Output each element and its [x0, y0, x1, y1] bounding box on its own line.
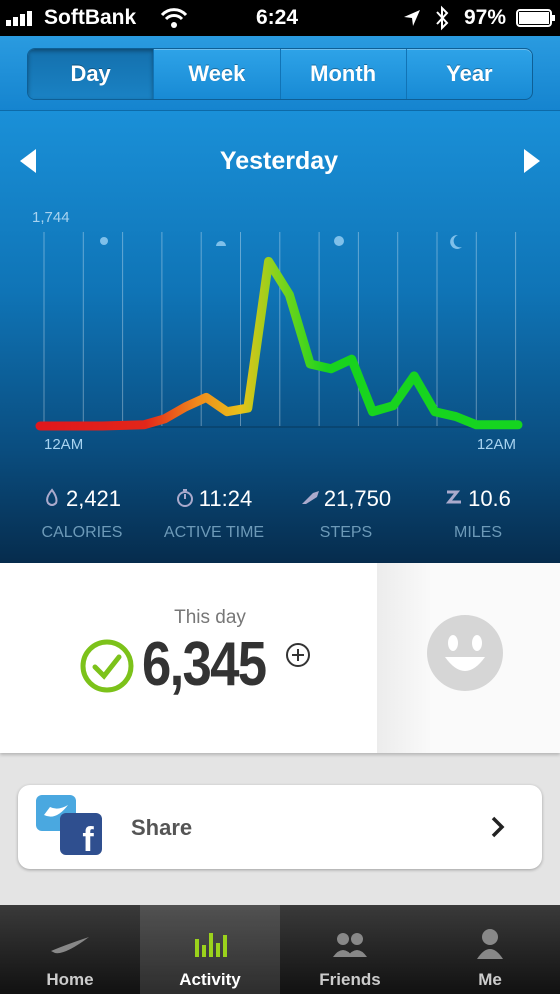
- grid: [40, 232, 518, 428]
- stat-value-text: 11:24: [198, 486, 253, 511]
- stat-label: CALORIES: [41, 524, 123, 541]
- period-tab[interactable]: Year: [405, 49, 532, 99]
- bluetooth-icon: [436, 5, 449, 31]
- period-tab[interactable]: Month: [279, 49, 406, 99]
- stat-value-text: 10.6: [468, 486, 511, 511]
- tab[interactable]: Friends: [280, 905, 420, 994]
- stat-value: 11:24: [144, 486, 284, 512]
- tab-label: Home: [46, 970, 94, 989]
- location-icon: [404, 10, 420, 26]
- activity-panel: Yesterday 1,744 12AM 12AM 2,421 CALORIES 11:…: [0, 111, 560, 563]
- stat: 21,750 STEPS: [276, 486, 416, 542]
- stat-value-text: 2,421: [65, 486, 122, 511]
- y-tick-label: 1,744: [32, 209, 70, 226]
- summary-caption: This day: [174, 607, 246, 628]
- battery-icon: [516, 9, 555, 27]
- wifi-icon: [160, 8, 188, 28]
- stat-icon: [176, 489, 193, 507]
- share-label: Share: [131, 815, 193, 840]
- carrier: SoftBank: [44, 6, 137, 29]
- x-label: 12AM: [477, 436, 516, 453]
- tab[interactable]: Home: [0, 905, 140, 994]
- battery-text: 97%: [464, 6, 507, 29]
- period-selector: Day Week Month Year: [27, 48, 533, 100]
- stat-value: 10.6: [408, 486, 548, 512]
- share-button[interactable]: f Share: [18, 785, 542, 869]
- tab-icon: [195, 933, 227, 957]
- x-label: 12AM: [44, 436, 83, 453]
- stat-icon: [46, 488, 58, 506]
- stat: 11:24 ACTIVE TIME: [144, 486, 284, 542]
- tab[interactable]: Me: [420, 905, 560, 994]
- stat-value: 2,421: [12, 486, 152, 512]
- summary-value: 6,345: [142, 630, 267, 699]
- tab-label: Me: [478, 970, 502, 989]
- tab-icon: [333, 933, 367, 957]
- summary-card: This day 6,345: [0, 563, 560, 753]
- chevron: [491, 816, 505, 838]
- stat-icon: [445, 490, 462, 504]
- smiley-icon[interactable]: [425, 613, 505, 693]
- tab-icon: [477, 929, 503, 959]
- day-title: Yesterday: [220, 147, 338, 175]
- stat-value-text: 21,750: [323, 486, 392, 511]
- tab[interactable]: Activity: [140, 905, 280, 994]
- stat-label: MILES: [453, 524, 502, 541]
- stat: 10.6 MILES: [408, 486, 548, 542]
- period-tab[interactable]: Day: [28, 49, 154, 99]
- signal-icon: [6, 11, 32, 26]
- prev-day-arrow[interactable]: [20, 149, 36, 173]
- plus-icon[interactable]: [284, 641, 312, 669]
- stat-icon: [301, 491, 319, 504]
- clock: 6:24: [256, 6, 299, 29]
- stat-label: ACTIVE TIME: [163, 524, 265, 541]
- activity-line: [35, 256, 523, 431]
- tab-label: Friends: [319, 970, 381, 989]
- header: Day Week Month Year: [0, 36, 560, 111]
- check-icon: [80, 639, 134, 693]
- social-icon: f: [36, 795, 102, 857]
- tab-label: Activity: [179, 970, 241, 989]
- period-tab[interactable]: Week: [153, 49, 279, 99]
- tab-icon: [51, 937, 89, 954]
- chart-floor: [40, 426, 518, 428]
- svg-text:f: f: [82, 821, 94, 857]
- next-day-arrow[interactable]: [524, 149, 540, 173]
- time-icons: [100, 234, 462, 249]
- status-bar: SoftBank 6:24 97%: [0, 0, 560, 36]
- stat-value: 21,750: [276, 486, 416, 512]
- activity-chart: Yesterday 1,744 12AM 12AM: [20, 147, 540, 453]
- tab-bar: Home Activity Friends Me: [0, 905, 560, 994]
- mood-panel: [377, 563, 560, 753]
- stat-label: STEPS: [319, 524, 373, 541]
- stat: 2,421 CALORIES: [12, 486, 152, 542]
